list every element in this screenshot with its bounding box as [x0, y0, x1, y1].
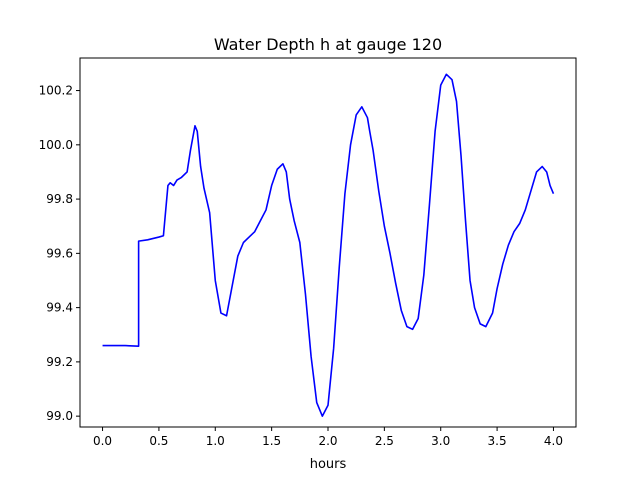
- y-tick-label: 100.0: [39, 138, 73, 152]
- x-tick-label: 3.5: [488, 434, 507, 448]
- y-tick-label: 99.4: [46, 301, 73, 315]
- x-tick-label: 0.0: [93, 434, 112, 448]
- x-axis: 0.0 0.5 1.0 1.5 2.0 2.5 3.0 3.5 4.0: [93, 427, 563, 448]
- x-tick-label: 1.0: [206, 434, 225, 448]
- series-line-1: [102, 73, 555, 417]
- x-tick-label: 4.0: [544, 434, 563, 448]
- x-tick-label: 2.0: [318, 434, 337, 448]
- y-axis: 99.0 99.2 99.4 99.6 99.8 100.0 100.2: [39, 84, 80, 423]
- x-tick-label: 1.5: [262, 434, 281, 448]
- x-tick-label: 0.5: [149, 434, 168, 448]
- y-tick-label: 99.2: [46, 355, 73, 369]
- x-tick-label: 3.0: [431, 434, 450, 448]
- y-tick-label: 99.8: [46, 192, 73, 206]
- x-axis-label: hours: [310, 457, 347, 472]
- y-tick-label: 99.0: [46, 409, 73, 423]
- chart-title: Water Depth h at gauge 120: [214, 35, 442, 54]
- y-tick-label: 99.6: [46, 246, 73, 260]
- x-tick-label: 2.5: [375, 434, 394, 448]
- y-tick-label: 100.2: [39, 84, 73, 98]
